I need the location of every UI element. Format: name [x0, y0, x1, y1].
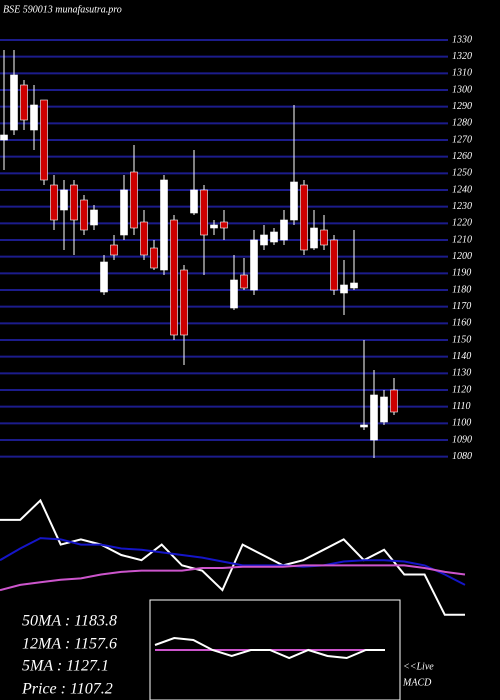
candle-body — [100, 261, 108, 293]
candle-body — [170, 219, 178, 336]
y-tick-label: 1200 — [452, 251, 472, 262]
y-tick-label: 1120 — [452, 384, 471, 395]
y-tick-label: 1140 — [452, 351, 471, 362]
candle-body — [150, 247, 158, 269]
candle-body — [140, 221, 148, 256]
candle-body — [0, 134, 8, 141]
y-tick-label: 1100 — [452, 418, 471, 429]
candle-body — [80, 199, 88, 231]
y-tick-label: 1230 — [452, 201, 472, 212]
y-tick-label: 1160 — [452, 318, 471, 329]
candle-body — [10, 74, 18, 131]
y-tick-label: 1180 — [452, 284, 471, 295]
candle-body — [370, 394, 378, 441]
y-tick-label: 1320 — [452, 51, 472, 62]
live-label: <<Live — [403, 661, 434, 672]
y-tick-label: 1210 — [452, 234, 472, 245]
candle-body — [300, 184, 308, 251]
legend-text: Price : 1107.2 — [21, 681, 113, 698]
candle-body — [180, 269, 188, 336]
candle-body — [250, 239, 258, 291]
y-tick-label: 1280 — [452, 118, 472, 129]
candle-body — [30, 104, 38, 131]
candle-body — [230, 279, 238, 309]
macd-box — [149, 599, 401, 700]
candle-body — [130, 171, 138, 229]
y-tick-label: 1150 — [452, 334, 471, 345]
candle-body — [270, 231, 278, 243]
candle-body — [70, 184, 78, 221]
indicator-line — [0, 537, 466, 586]
y-tick-label: 1270 — [452, 134, 472, 145]
candle-body — [120, 189, 128, 236]
chart-title: BSE 590013 munafasutra.pro — [3, 4, 122, 15]
candle-body — [20, 84, 28, 121]
candle-body — [240, 274, 248, 289]
y-tick-label: 1240 — [452, 184, 472, 195]
candle-body — [380, 396, 388, 423]
y-tick-label: 1190 — [452, 268, 471, 279]
candle-body — [280, 219, 288, 241]
candle-body — [210, 224, 218, 229]
indicator-line — [154, 636, 385, 660]
y-tick-label: 1170 — [452, 301, 471, 312]
y-tick-label: 1110 — [452, 401, 471, 412]
candle-body — [260, 234, 268, 246]
candle-body — [200, 189, 208, 236]
candle-body — [190, 189, 198, 214]
candle-body — [110, 244, 118, 256]
candle-body — [330, 239, 338, 291]
y-tick-label: 1290 — [452, 101, 472, 112]
macd-label: MACD — [402, 677, 432, 688]
candle-body — [40, 99, 48, 181]
y-tick-label: 1330 — [452, 34, 472, 45]
candle-body — [340, 284, 348, 294]
legend-text: 5MA : 1127.1 — [22, 658, 109, 675]
candle-body — [360, 424, 368, 428]
candle-body — [320, 229, 328, 246]
y-tick-label: 1250 — [452, 168, 472, 179]
indicator-line — [0, 564, 466, 592]
candle-body — [220, 221, 228, 229]
y-tick-label: 1130 — [452, 368, 471, 379]
y-tick-label: 1310 — [452, 68, 472, 79]
candle-body — [90, 209, 98, 226]
legend-text: 50MA : 1183.8 — [22, 613, 117, 630]
y-tick-label: 1260 — [452, 151, 472, 162]
candle-body — [310, 227, 318, 249]
y-tick-label: 1300 — [452, 84, 472, 95]
candle-body — [350, 282, 358, 289]
candle-body — [290, 181, 298, 221]
y-tick-label: 1090 — [452, 434, 472, 445]
legend-text: 12MA : 1157.6 — [22, 636, 117, 653]
candle-body — [390, 389, 398, 413]
y-tick-label: 1080 — [452, 451, 472, 462]
candle-body — [60, 189, 68, 211]
candle-body — [50, 184, 58, 221]
candle-body — [160, 179, 168, 271]
y-tick-label: 1220 — [452, 218, 472, 229]
